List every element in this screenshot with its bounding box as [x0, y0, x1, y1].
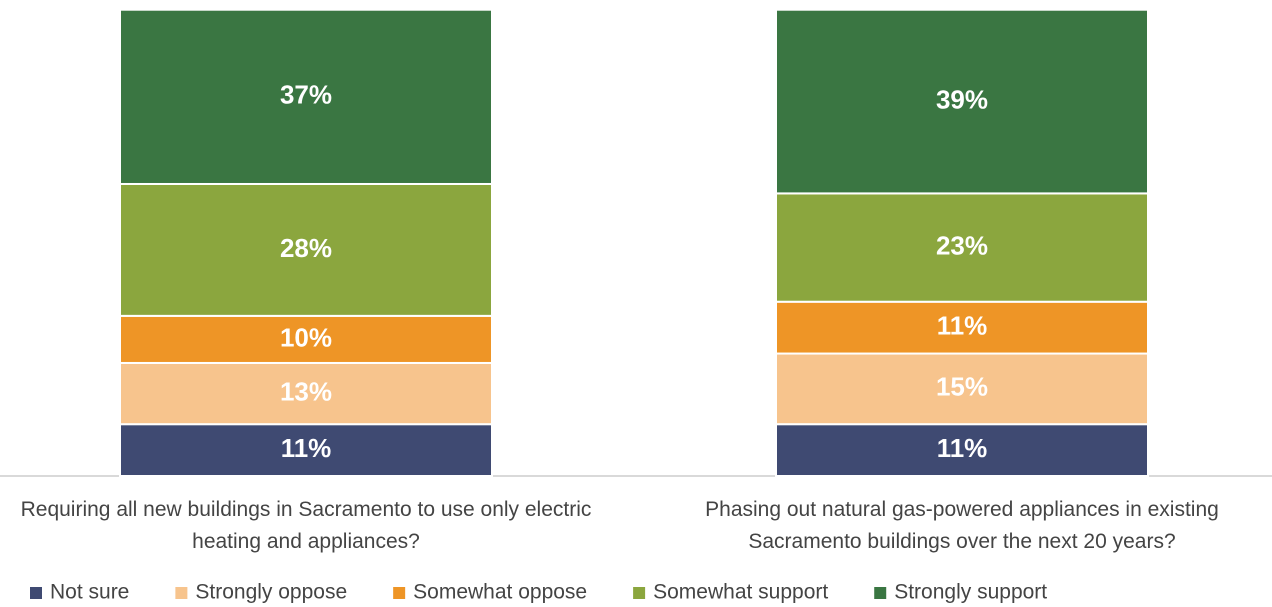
bar-segment	[119, 182, 493, 317]
legend-label: Not sure	[50, 581, 129, 604]
bar-segment	[775, 352, 1149, 426]
legend-label: Strongly oppose	[195, 581, 347, 604]
legend-swatch	[633, 587, 646, 599]
bar-segment	[119, 314, 493, 364]
legend-swatch	[175, 587, 188, 599]
bar-segment	[775, 192, 1149, 303]
bar-segment	[775, 423, 1149, 478]
data-label: 11%	[937, 433, 988, 463]
bar-segment	[119, 423, 493, 478]
legend-label: Somewhat support	[653, 581, 828, 604]
bar-segment	[119, 8, 493, 185]
bar-segment	[775, 8, 1149, 195]
bar-segment	[119, 361, 493, 426]
legend-swatch	[393, 587, 406, 599]
data-label: 10%	[280, 322, 332, 352]
category-label: Requiring all new buildings in Sacrament…	[20, 498, 592, 553]
data-label: 39%	[936, 84, 988, 114]
data-label: 23%	[936, 230, 988, 260]
category-label: Phasing out natural gas-powered applianc…	[705, 498, 1219, 553]
data-label: 15%	[936, 372, 988, 402]
data-label: 11%	[937, 311, 988, 341]
data-label: 11%	[281, 433, 332, 463]
data-label: 13%	[280, 376, 332, 406]
legend-swatch	[874, 587, 887, 599]
legend-label: Somewhat oppose	[413, 581, 587, 604]
legend-label: Strongly support	[894, 581, 1047, 604]
data-label: 28%	[280, 233, 332, 263]
legend-swatch	[30, 587, 42, 599]
data-label: 37%	[280, 80, 332, 110]
